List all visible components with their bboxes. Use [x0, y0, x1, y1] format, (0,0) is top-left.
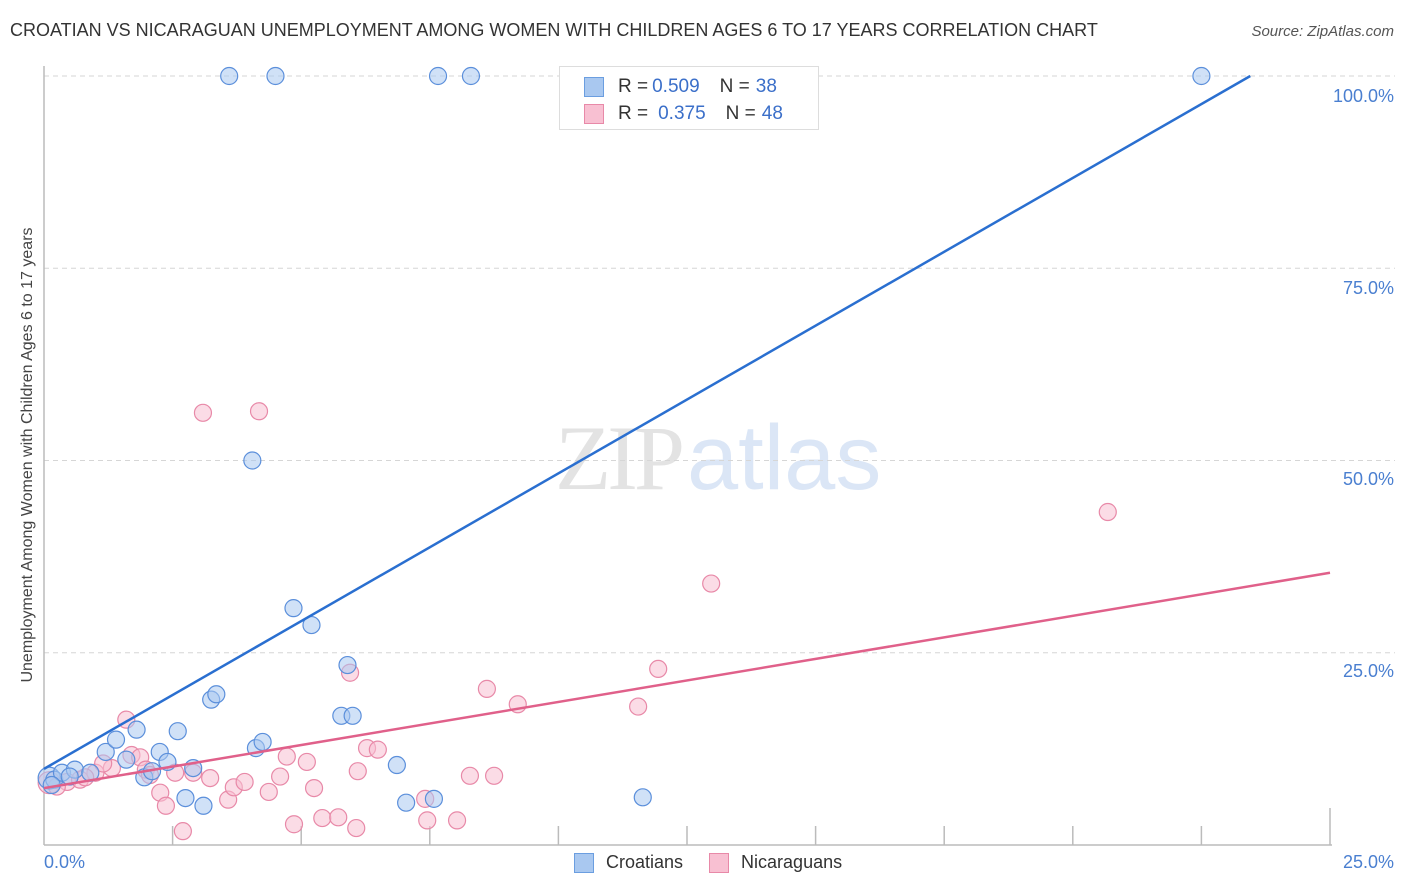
r-value: 0.375 — [658, 103, 706, 124]
legend-label-nicaraguans: Nicaraguans — [741, 852, 843, 872]
nicaraguans-trendline — [43, 571, 1331, 790]
data-point — [284, 815, 304, 834]
data-point — [207, 685, 226, 704]
n-value: 48 — [761, 103, 783, 124]
y-tick-50: 50.0% — [1342, 469, 1394, 489]
data-point — [368, 740, 387, 759]
x-tick-min: 0.0% — [44, 852, 86, 872]
data-point — [235, 772, 254, 792]
data-point — [243, 451, 262, 470]
y-tick-75: 75.0% — [1342, 278, 1394, 298]
data-point — [485, 766, 504, 785]
data-point — [156, 796, 176, 815]
watermark-atlas: atlas — [687, 407, 882, 509]
data-point — [249, 402, 269, 421]
data-point — [348, 762, 367, 781]
data-point — [477, 679, 496, 698]
data-point — [1098, 502, 1117, 522]
data-point — [96, 742, 115, 762]
data-point — [259, 782, 278, 802]
chart-title: CROATIAN VS NICARAGUAN UNEMPLOYMENT AMON… — [10, 20, 1098, 40]
axes — [43, 66, 1332, 846]
data-point — [106, 730, 126, 749]
y-tick-25: 25.0% — [1342, 661, 1394, 681]
n-label: N = — [719, 76, 750, 97]
data-point — [343, 706, 362, 725]
data-point — [1192, 66, 1211, 86]
data-point — [60, 767, 79, 786]
data-point — [271, 767, 290, 786]
trendlines — [43, 74, 1331, 790]
data-point — [253, 732, 272, 752]
data-point — [397, 793, 416, 812]
correlation-legend: R = 0.509 N = 38 R = 0.375 N = 48 — [559, 66, 819, 130]
data-point — [447, 811, 467, 830]
legend-item-nicaraguans[interactable]: Nicaraguans — [709, 852, 842, 873]
legend-label-croatians: Croatians — [606, 852, 684, 872]
r-label: R = — [618, 76, 649, 97]
data-point — [702, 574, 721, 593]
data-point — [277, 747, 296, 766]
data-point — [649, 659, 668, 678]
data-point — [338, 655, 357, 675]
data-point — [284, 599, 303, 618]
legend-item-croatians[interactable]: Croatians — [574, 852, 683, 873]
data-point — [329, 808, 348, 827]
data-point — [428, 66, 448, 86]
data-point — [418, 811, 437, 830]
croatians-swatch — [574, 852, 594, 873]
data-point — [201, 768, 220, 788]
data-point — [168, 722, 187, 741]
data-point — [313, 808, 332, 828]
data-point — [424, 789, 444, 808]
n-label: N = — [725, 103, 756, 124]
x-tick-max: 25.0% — [1342, 852, 1394, 872]
data-point — [220, 66, 239, 86]
data-point — [347, 818, 366, 838]
data-point — [461, 66, 481, 86]
croatians-swatch — [584, 77, 604, 97]
r-value: 0.509 — [652, 76, 700, 97]
data-point — [194, 796, 213, 815]
watermark-zip: ZIP — [555, 407, 685, 509]
data-point — [127, 720, 146, 739]
zipatlas-watermark: ZIPatlas — [555, 405, 881, 511]
nicaraguans-swatch — [584, 104, 604, 124]
legend-row-nicaraguans: R = 0.375 N = 48 — [584, 102, 783, 126]
data-point — [297, 752, 316, 772]
data-point — [304, 778, 324, 798]
n-value: 38 — [755, 76, 777, 97]
data-point — [173, 822, 192, 841]
data-point — [117, 750, 136, 769]
source-label: Source: ZipAtlas.com — [1251, 23, 1394, 40]
legend-row-croatians: R = 0.509 N = 38 — [584, 75, 777, 99]
nicaraguans-swatch — [709, 852, 730, 873]
data-point — [460, 766, 480, 785]
data-point — [633, 788, 652, 807]
y-tick-100: 100.0% — [1332, 86, 1394, 106]
r-label: R = — [618, 103, 649, 124]
croatians-trendline — [43, 74, 1251, 770]
data-point — [387, 755, 406, 775]
gridlines — [44, 75, 1395, 654]
croatians-points — [37, 66, 1211, 815]
y-axis-label: Unemployment Among Women with Children A… — [19, 227, 36, 683]
nicaraguans-points — [37, 402, 1117, 841]
series-legend: Croatians Nicaraguans — [574, 852, 868, 873]
data-point — [193, 403, 213, 422]
data-point — [176, 788, 195, 808]
data-point — [629, 697, 648, 716]
data-point — [266, 66, 285, 86]
